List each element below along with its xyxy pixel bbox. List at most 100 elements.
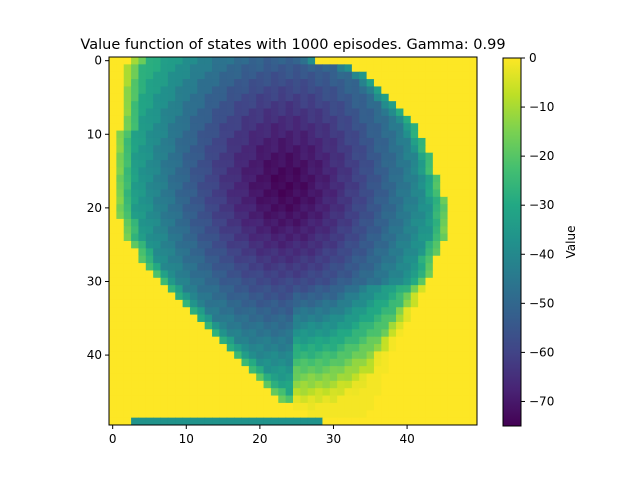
heatmap-cell [307,182,316,190]
heatmap-cell [425,101,434,110]
heatmap-cell [278,241,287,249]
heatmap-cell [175,64,184,73]
heatmap-cell [315,410,323,419]
heatmap-cell [403,93,412,102]
heatmap-cell [248,292,257,301]
heatmap-cell [116,292,125,301]
heatmap-cell [241,123,250,132]
heatmap-cell [145,417,154,426]
heatmap-cell [329,380,338,389]
heatmap-cell [381,137,390,146]
heatmap-cell [329,241,338,249]
heatmap-cell [153,182,162,190]
heatmap-cell [160,241,169,249]
heatmap-cell [410,79,419,87]
heatmap-cell [160,277,169,286]
heatmap-cell [182,270,191,279]
heatmap-cell [410,108,419,117]
heatmap-cell [418,71,426,80]
heatmap-cell [248,108,257,117]
heatmap-cell [234,137,242,146]
heatmap-cell [322,204,331,213]
heatmap-cell [116,233,125,242]
heatmap-cell [212,351,220,360]
heatmap-cell [219,358,228,367]
heatmap-cell [300,336,309,345]
heatmap-cell [293,137,301,146]
heatmap-cell [403,292,412,301]
colorbar-tick-label: −60 [529,345,554,359]
heatmap-cell [204,388,213,397]
heatmap-cell [285,115,294,124]
heatmap-cell [322,402,331,411]
heatmap-cell [248,57,257,65]
heatmap-cell [366,351,375,360]
heatmap-cell [344,285,353,294]
heatmap-cell [204,93,213,102]
heatmap-cell [167,417,176,426]
heatmap-cell [263,299,272,308]
heatmap-cell [447,196,456,205]
heatmap-cell [337,226,346,235]
heatmap-cell [123,218,132,227]
heatmap-cell [410,366,419,374]
heatmap-cell [315,292,323,301]
heatmap-cell [248,160,257,168]
heatmap-cell [270,351,279,360]
heatmap-cell [462,93,471,102]
heatmap-cell [388,344,397,352]
heatmap-cell [373,233,382,242]
heatmap-cell [263,395,272,404]
heatmap-cell [351,233,360,242]
heatmap-cell [256,277,265,286]
heatmap-cell [256,380,265,389]
heatmap-cell [307,226,316,235]
heatmap-cell [307,270,316,279]
heatmap-cell [160,93,169,102]
heatmap-cell [418,115,426,124]
heatmap-cell [337,270,346,279]
heatmap-cell [285,137,294,146]
heatmap-cell [403,211,412,220]
heatmap-cell [278,152,287,161]
heatmap-cell [278,373,287,382]
heatmap-cell [344,218,353,227]
heatmap-cell [403,388,412,397]
heatmap-cell [315,64,323,73]
heatmap-cell [440,101,449,110]
heatmap-cell [418,263,426,271]
heatmap-cell [116,71,125,80]
heatmap-cell [307,263,316,271]
heatmap-cell [131,108,139,117]
heatmap-cell [175,137,184,146]
heatmap-cell [307,108,316,117]
heatmap-cell [300,241,309,249]
heatmap-cell [322,358,331,367]
heatmap-cell [396,57,404,65]
heatmap-cell [366,285,375,294]
heatmap-cell [212,160,220,168]
heatmap-cell [432,373,441,382]
heatmap-cell [241,402,250,411]
heatmap-cell [226,402,235,411]
heatmap-cell [300,285,309,294]
heatmap-cell [153,329,162,338]
heatmap-cell [131,292,139,301]
heatmap-cell [418,226,426,235]
heatmap-cell [351,307,360,316]
heatmap-cell [315,299,323,308]
heatmap-cell [234,366,242,374]
heatmap-cell [418,130,426,139]
heatmap-cell [307,101,316,110]
heatmap-cell [447,277,456,286]
heatmap-cell [322,417,331,426]
heatmap-cell [410,218,419,227]
heatmap-cell [403,196,412,205]
heatmap-cell [234,373,242,382]
heatmap-cell [248,196,257,205]
heatmap-cell [263,211,272,220]
heatmap-cell [403,270,412,279]
heatmap-cell [270,204,279,213]
heatmap-cell [109,314,117,323]
heatmap-cell [182,101,191,110]
